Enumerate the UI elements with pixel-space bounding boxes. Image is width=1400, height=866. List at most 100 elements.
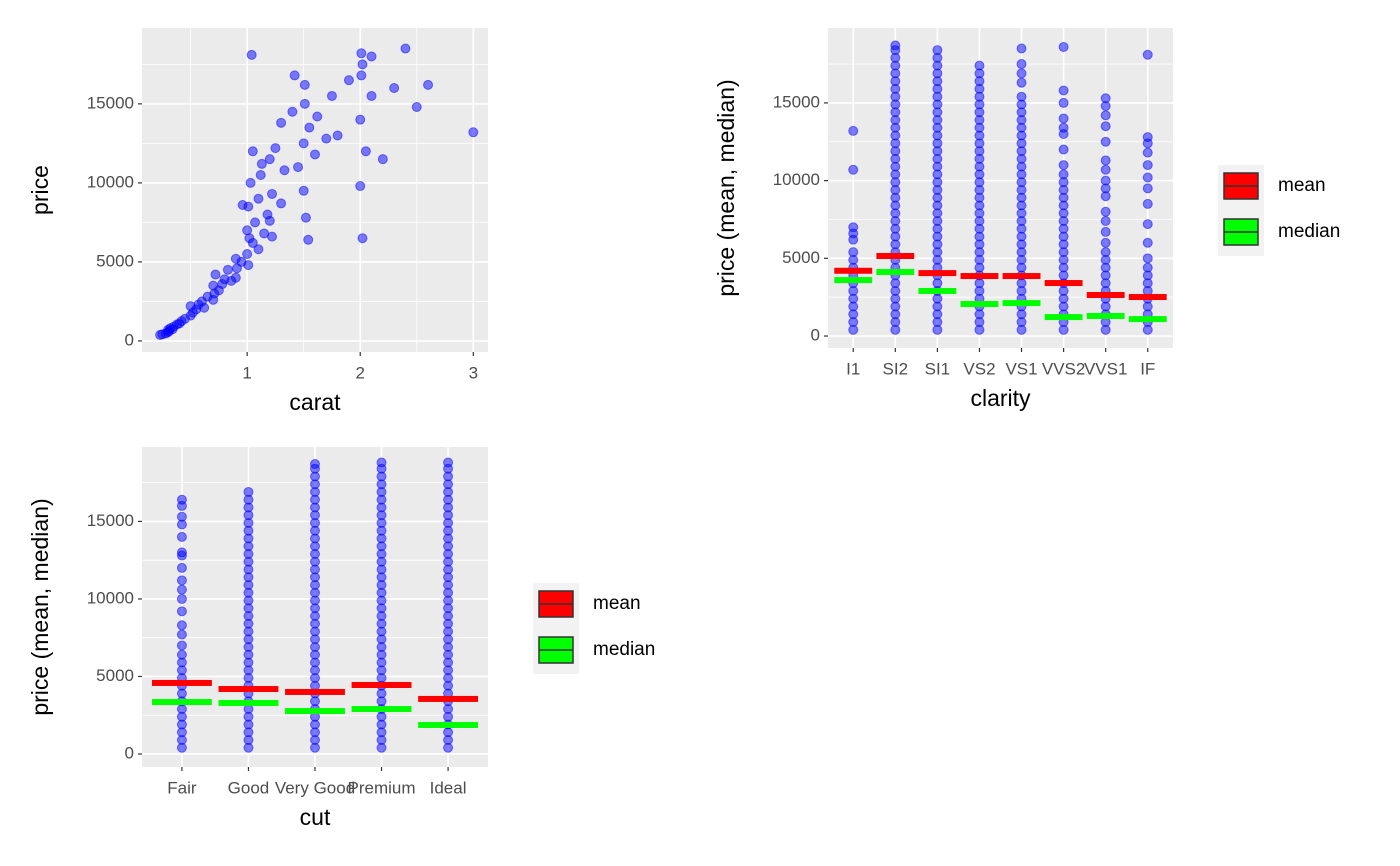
point <box>848 164 859 175</box>
point <box>300 212 311 223</box>
crossbar <box>151 699 212 706</box>
point <box>355 181 366 192</box>
point <box>1058 41 1069 52</box>
point <box>247 146 258 157</box>
point <box>1142 198 1153 209</box>
point <box>1016 77 1027 88</box>
point <box>443 457 454 468</box>
point <box>264 154 275 165</box>
point <box>1142 132 1153 143</box>
legend-label: median <box>1278 221 1340 242</box>
legend-label: mean <box>593 593 641 614</box>
y-tick-label: 10000 <box>87 172 134 191</box>
x-tick-label: 2 <box>355 363 364 382</box>
point <box>199 302 210 313</box>
point <box>1058 122 1069 133</box>
point <box>1142 253 1153 264</box>
point <box>1142 49 1153 60</box>
y-axis-title: price (mean, median) <box>713 79 739 296</box>
point <box>1100 121 1111 132</box>
point <box>210 269 221 280</box>
point <box>176 629 187 640</box>
x-tick-label: IF <box>1140 359 1155 378</box>
point <box>974 60 985 71</box>
crossbar <box>218 686 279 693</box>
x-tick-label: Very Good <box>275 778 355 797</box>
crossbar <box>834 267 873 274</box>
point <box>276 198 287 209</box>
y-tick-label: 0 <box>811 326 820 345</box>
y-tick-label: 0 <box>125 743 134 762</box>
point <box>400 43 411 54</box>
point <box>247 237 258 248</box>
point <box>357 233 368 244</box>
point <box>1100 175 1111 186</box>
point <box>1100 247 1111 258</box>
point <box>253 193 264 204</box>
point <box>1058 97 1069 108</box>
point <box>423 79 434 90</box>
point <box>176 547 187 558</box>
x-tick-label: Ideal <box>430 778 467 797</box>
point <box>1016 91 1027 102</box>
crossbar <box>1002 273 1041 280</box>
crossbar <box>918 270 957 277</box>
point <box>1100 110 1111 121</box>
crossbar <box>351 706 412 713</box>
point <box>250 217 261 228</box>
point <box>270 143 281 154</box>
crossbar <box>960 301 999 308</box>
point <box>932 45 943 56</box>
point <box>360 146 371 157</box>
point <box>256 158 267 169</box>
point <box>1142 183 1153 194</box>
point <box>293 162 304 173</box>
y-tick-label: 15000 <box>773 92 820 111</box>
x-tick-label: VVS1 <box>1084 359 1127 378</box>
point <box>1142 219 1153 230</box>
point <box>1058 113 1069 124</box>
point <box>848 222 859 233</box>
point <box>1058 85 1069 96</box>
x-tick-label: VS1 <box>1005 359 1037 378</box>
x-tick-label: I1 <box>846 359 860 378</box>
point <box>389 83 400 94</box>
point <box>468 127 479 138</box>
crossbar <box>918 287 957 294</box>
point <box>890 40 901 51</box>
x-tick-label: 3 <box>469 363 478 382</box>
point <box>1100 237 1111 248</box>
crossbar <box>218 699 279 706</box>
point <box>1100 136 1111 147</box>
point <box>355 114 366 125</box>
point <box>304 122 315 133</box>
point <box>1142 237 1153 248</box>
y-tick-label: 5000 <box>96 251 134 270</box>
point <box>1142 147 1153 158</box>
x-tick-label: Fair <box>167 778 197 797</box>
crossbar <box>351 681 412 688</box>
y-tick-label: 0 <box>125 330 134 349</box>
point <box>1100 226 1111 237</box>
point <box>176 593 187 604</box>
point <box>1142 172 1153 183</box>
point <box>176 562 187 573</box>
point <box>279 165 290 176</box>
point <box>1142 262 1153 273</box>
point <box>366 51 377 62</box>
point <box>1058 144 1069 155</box>
point <box>299 79 310 90</box>
point <box>357 59 368 70</box>
point <box>176 584 187 595</box>
point <box>176 511 187 522</box>
point <box>267 188 278 199</box>
crossbar <box>1002 300 1041 307</box>
point <box>356 48 367 59</box>
y-tick-label: 5000 <box>96 666 134 685</box>
crossbar <box>960 273 999 280</box>
point <box>1016 43 1027 54</box>
x-tick-label: SI1 <box>925 359 951 378</box>
point <box>253 244 264 255</box>
point <box>237 200 248 211</box>
point <box>356 70 367 81</box>
